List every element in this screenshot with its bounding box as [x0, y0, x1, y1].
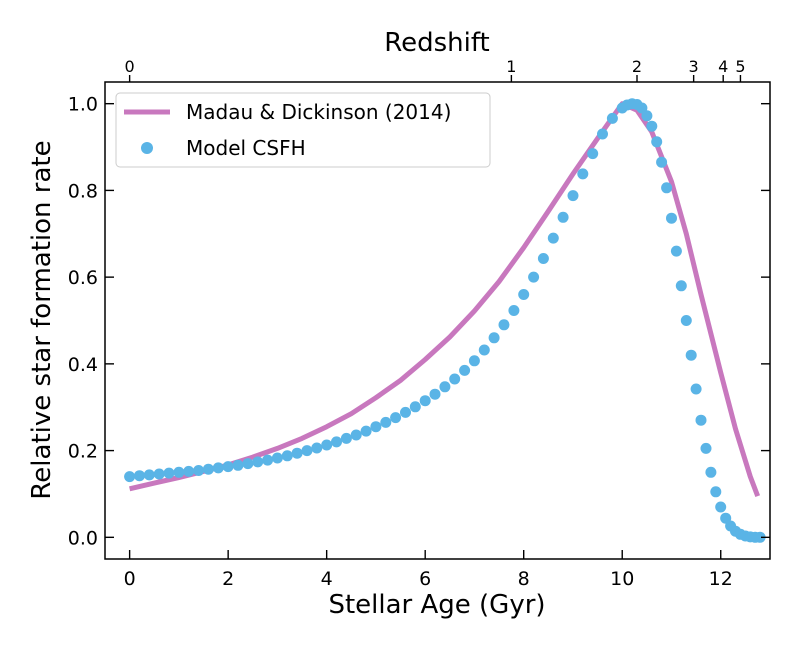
- scatter-point-66: [695, 414, 707, 426]
- scatter-point-40: [518, 289, 530, 300]
- scatter-point-6: [183, 465, 195, 477]
- scatter-point-22: [340, 432, 352, 444]
- scatter-point-69: [710, 486, 722, 498]
- scatter-point-60: [666, 212, 677, 224]
- scatter-point-44: [557, 211, 569, 223]
- y-tick-label-4: 0.8: [68, 180, 98, 202]
- scatter-point-30: [419, 395, 431, 407]
- x-tick-label-12: 12: [709, 568, 733, 590]
- scatter-point-20: [321, 439, 333, 451]
- y-tick-label-2: 0.4: [68, 354, 98, 376]
- legend-label-madau: Madau & Dickinson (2014): [186, 100, 451, 124]
- legend-marker-swatch: [141, 142, 153, 154]
- top-tick-label-3: 3: [689, 57, 699, 76]
- scatter-point-63: [680, 315, 692, 326]
- scatter-point-7: [193, 465, 205, 476]
- scatter-point-0: [124, 471, 136, 483]
- x-tick-label-2: 2: [222, 568, 234, 590]
- scatter-point-4: [163, 467, 175, 479]
- scatter-point-43: [547, 232, 559, 244]
- scatter-point-1: [134, 470, 145, 482]
- scatter-point-46: [577, 168, 589, 180]
- scatter-point-65: [690, 383, 702, 395]
- scatter-point-21: [331, 436, 342, 448]
- top-tick-label-4: 4: [718, 57, 728, 76]
- scatter-point-38: [498, 319, 510, 331]
- scatter-point-29: [409, 401, 421, 413]
- scatter-point-49: [606, 112, 618, 124]
- scatter-point-37: [488, 332, 500, 344]
- scatter-point-36: [478, 344, 490, 356]
- y-tick-label-1: 0.2: [68, 441, 98, 463]
- scatter-point-57: [651, 136, 663, 148]
- legend-label-model: Model CSFH: [186, 136, 306, 160]
- top-tick-label-1: 1: [506, 57, 516, 76]
- top-tick-label-5: 5: [735, 57, 745, 76]
- top-tick-label-2: 2: [632, 57, 642, 76]
- scatter-point-68: [705, 466, 717, 478]
- scatter-point-58: [656, 156, 668, 168]
- scatter-point-54: [636, 102, 648, 114]
- scatter-point-14: [262, 454, 274, 466]
- legend-box: [115, 92, 491, 168]
- scatter-point-15: [271, 452, 283, 464]
- scatter-point-9: [212, 462, 224, 474]
- scatter-point-42: [537, 253, 549, 264]
- scatter-point-56: [646, 120, 658, 132]
- top-axis-label: Redshift: [384, 28, 490, 58]
- x-axis-label: Stellar Age (Gyr): [328, 590, 545, 620]
- scatter-point-2: [143, 469, 155, 481]
- scatter-point-28: [400, 406, 411, 418]
- scatter-point-64: [685, 349, 697, 361]
- scatter-point-18: [301, 445, 313, 457]
- scatter-point-11: [232, 459, 244, 471]
- x-tick-label-4: 4: [321, 568, 333, 590]
- scatter-point-32: [439, 381, 451, 393]
- scatter-point-55: [641, 110, 653, 122]
- scatter-point-16: [281, 450, 293, 462]
- y-axis-label: Relative star formation rate: [27, 140, 57, 499]
- scatter-point-25: [370, 421, 382, 433]
- scatter-point-33: [449, 373, 461, 385]
- scatter-point-34: [459, 364, 471, 376]
- scatter-point-24: [360, 425, 372, 437]
- scatter-point-62: [675, 280, 687, 292]
- y-tick-label-0: 0.0: [68, 527, 98, 549]
- x-tick-label-0: 0: [124, 568, 136, 590]
- scatter-point-41: [528, 271, 540, 283]
- scatter-point-23: [350, 429, 362, 441]
- scatter-point-67: [700, 442, 712, 454]
- scatter-point-13: [252, 456, 264, 468]
- scatter-point-47: [587, 148, 599, 160]
- ticks-layer: 0 2 4 6 8 10 120.00.20.40.60.81.00 1 2 3 4 5: [68, 57, 770, 590]
- plot-frame: [104, 81, 771, 560]
- y-tick-label-3: 0.6: [68, 267, 98, 289]
- x-tick-label-10: 10: [610, 568, 634, 590]
- scatter-point-31: [429, 388, 441, 400]
- scatter-point-35: [468, 355, 480, 367]
- scatter-point-17: [291, 447, 303, 459]
- scatter-point-12: [242, 458, 254, 470]
- scatter-point-5: [173, 466, 185, 478]
- scatter-point-39: [508, 305, 520, 316]
- scatter-point-26: [380, 416, 392, 428]
- top-tick-label-0: 0: [125, 57, 135, 76]
- scatter-point-48: [597, 128, 608, 140]
- scatter-point-19: [311, 442, 323, 454]
- x-tick-label-6: 6: [419, 568, 431, 590]
- y-tick-label-5: 1.0: [68, 94, 98, 116]
- scatter-point-78: [754, 531, 766, 543]
- x-tick-label-8: 8: [518, 568, 530, 590]
- scatter-point-70: [715, 501, 727, 513]
- legend: Madau & Dickinson (2014) Model CSFH: [115, 92, 491, 168]
- series-layer: [124, 98, 766, 543]
- scatter-point-59: [661, 182, 673, 194]
- scatter-point-61: [670, 245, 682, 257]
- scatter-point-27: [390, 412, 402, 424]
- scatter-point-3: [153, 468, 165, 480]
- scatter-point-8: [202, 463, 214, 475]
- scatter-point-45: [567, 190, 579, 202]
- scatter-point-10: [222, 461, 234, 473]
